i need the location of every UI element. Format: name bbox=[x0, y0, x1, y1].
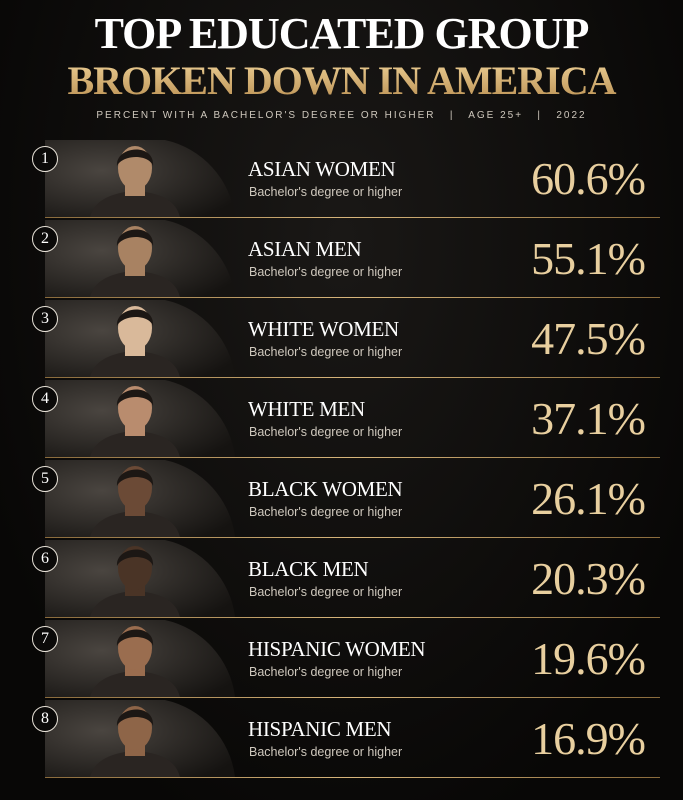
row-separator bbox=[45, 217, 660, 218]
rank-number: 1 bbox=[32, 146, 58, 172]
hair bbox=[116, 149, 154, 166]
ranking-row: 6 BLACK MEN Bachelor's degree or higher 20.… bbox=[30, 540, 660, 618]
portrait bbox=[45, 540, 235, 617]
shoulders bbox=[90, 512, 180, 537]
row-separator bbox=[45, 537, 660, 538]
group-note: Bachelor's degree or higher bbox=[249, 265, 403, 279]
rank-number: 3 bbox=[32, 306, 58, 332]
ranking-row: 7 HISPANIC WOMEN Bachelor's degree or high… bbox=[30, 620, 660, 698]
caption: PERCENT WITH A BACHELOR'S DEGREE OR HIGH… bbox=[96, 110, 587, 121]
rank-number: 5 bbox=[32, 466, 58, 492]
hair bbox=[116, 709, 154, 726]
portrait bbox=[45, 220, 235, 297]
ranking-row: 5 BLACK WOMEN Bachelor's degree or higher 2… bbox=[30, 460, 660, 538]
shoulders bbox=[90, 592, 180, 617]
row-separator bbox=[45, 617, 660, 618]
hair bbox=[116, 309, 154, 326]
percent-value: 47.5% bbox=[531, 313, 646, 364]
shoulders bbox=[90, 352, 180, 377]
percent-value: 16.9% bbox=[531, 713, 646, 764]
ranking-row: 2 ASIAN MEN Bachelor's degree or higher 55.… bbox=[30, 220, 660, 298]
group-note: Bachelor's degree or higher bbox=[249, 505, 403, 519]
percent-value: 55.1% bbox=[531, 233, 646, 284]
shoulders bbox=[90, 432, 180, 457]
rank-number: 2 bbox=[32, 226, 58, 252]
hair bbox=[116, 469, 154, 486]
group-note: Bachelor's degree or higher bbox=[249, 345, 403, 359]
title: TOP EDUCATED GROUP bbox=[94, 9, 590, 58]
percent-value: 20.3% bbox=[531, 553, 646, 604]
ranking-row: 8 HISPANIC MEN Bachelor's degree or higher… bbox=[30, 700, 660, 778]
row-separator bbox=[45, 457, 660, 458]
rank-number: 4 bbox=[32, 386, 58, 412]
shoulders bbox=[90, 272, 180, 297]
hair bbox=[116, 389, 154, 406]
percent-value: 60.6% bbox=[531, 153, 646, 204]
ranking-row: 3 WHITE WOMEN Bachelor's degree or higher 4… bbox=[30, 300, 660, 378]
percent-value: 19.6% bbox=[531, 633, 646, 684]
subtitle: BROKEN DOWN IN AMERICA bbox=[0, 57, 683, 104]
group-name: BLACK MEN bbox=[248, 557, 369, 581]
group-name: WHITE WOMEN bbox=[248, 317, 399, 341]
shoulders bbox=[90, 192, 180, 217]
shoulders bbox=[90, 672, 180, 697]
ranking-row: 1 ASIAN WOMEN Bachelor's degree or higher 6… bbox=[30, 140, 660, 218]
group-note: Bachelor's degree or higher bbox=[249, 185, 403, 199]
percent-value: 37.1% bbox=[531, 393, 646, 444]
portrait bbox=[45, 140, 235, 217]
group-note: Bachelor's degree or higher bbox=[249, 585, 403, 599]
hair bbox=[116, 629, 154, 646]
portrait bbox=[45, 700, 235, 777]
ranking-row: 4 WHITE MEN Bachelor's degree or higher 37.… bbox=[30, 380, 660, 458]
rank-number: 7 bbox=[32, 626, 58, 652]
group-note: Bachelor's degree or higher bbox=[249, 665, 403, 679]
portrait bbox=[45, 620, 235, 697]
hair bbox=[116, 229, 154, 246]
group-note: Bachelor's degree or higher bbox=[249, 745, 403, 759]
row-separator bbox=[45, 697, 660, 698]
rank-number: 8 bbox=[32, 706, 58, 732]
portrait bbox=[45, 300, 235, 377]
group-note: Bachelor's degree or higher bbox=[249, 425, 403, 439]
hair bbox=[116, 549, 154, 566]
group-name: ASIAN MEN bbox=[248, 237, 362, 261]
group-name: WHITE MEN bbox=[248, 397, 365, 421]
group-name: HISPANIC MEN bbox=[248, 717, 392, 741]
row-separator bbox=[45, 377, 660, 378]
row-separator bbox=[45, 297, 660, 298]
shoulders bbox=[90, 752, 180, 777]
portrait bbox=[45, 380, 235, 457]
percent-value: 26.1% bbox=[531, 473, 646, 524]
portrait bbox=[45, 460, 235, 537]
row-separator bbox=[45, 777, 660, 778]
group-name: BLACK WOMEN bbox=[248, 477, 403, 501]
rank-number: 6 bbox=[32, 546, 58, 572]
group-name: HISPANIC WOMEN bbox=[248, 637, 426, 661]
group-name: ASIAN WOMEN bbox=[248, 157, 396, 181]
